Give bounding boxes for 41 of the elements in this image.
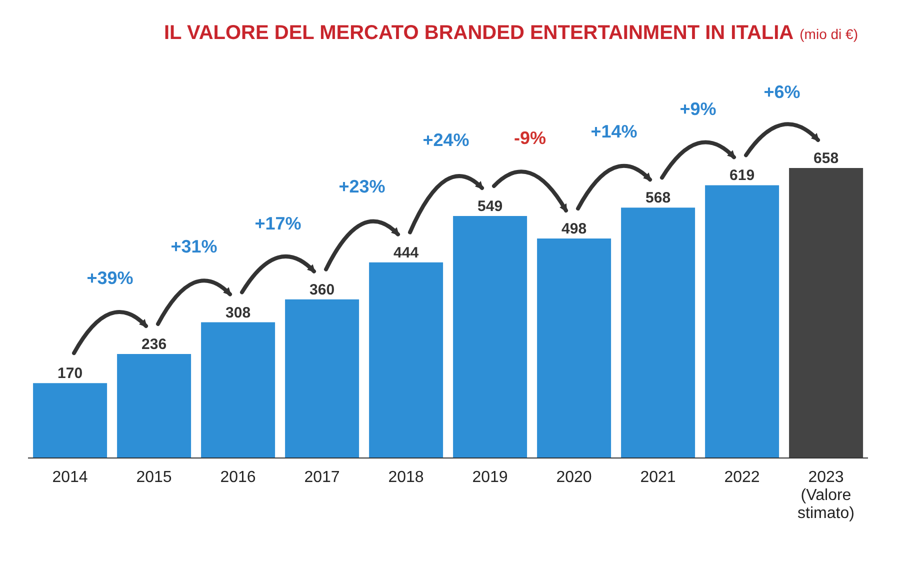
data-label: 170 xyxy=(58,365,83,382)
chart-title: IL VALORE DEL MERCATO BRANDED ENTERTAINMENT IN ITALIA xyxy=(164,22,794,44)
x-tick-label: 2017 xyxy=(304,469,340,486)
text: +9% xyxy=(680,99,716,120)
data-label: 658 xyxy=(814,150,839,167)
chart-subtitle: (mio di €) xyxy=(800,26,858,42)
data-label: 498 xyxy=(562,220,587,238)
bar xyxy=(369,262,444,458)
x-tick-label: 2021 xyxy=(640,469,676,486)
bar xyxy=(789,168,864,458)
bar xyxy=(285,299,360,458)
x-tick-label: 2022 xyxy=(724,469,760,486)
bar xyxy=(705,185,780,458)
x-tick-label: 2019 xyxy=(472,469,508,486)
x-tick-label: 2014 xyxy=(52,469,88,486)
text: +24% xyxy=(422,130,470,150)
data-label: 549 xyxy=(478,198,503,216)
annotation: +31% xyxy=(170,236,218,256)
x-tick-label: 2015 xyxy=(136,469,172,486)
data-label: 360 xyxy=(310,281,335,298)
data-label: 444 xyxy=(394,244,420,262)
x-tick-label: 2023 (Valore stimato) xyxy=(798,469,854,522)
bar xyxy=(117,354,192,458)
data-label: 568 xyxy=(646,190,671,207)
annotation: +23% xyxy=(338,176,386,196)
text: +6% xyxy=(764,82,800,102)
x-tick-label: 2020 xyxy=(556,469,592,486)
text: -9% xyxy=(514,128,546,148)
x-tick-label: 2016 xyxy=(220,469,256,486)
annotation: +39% xyxy=(86,268,134,288)
annotation: +17% xyxy=(254,213,302,234)
bar xyxy=(537,238,612,458)
data-label: 308 xyxy=(226,304,251,322)
bar xyxy=(453,216,528,458)
data-label: 619 xyxy=(730,167,755,184)
bar xyxy=(621,208,696,458)
bar xyxy=(201,322,276,458)
x-tick-label: 2018 xyxy=(388,469,424,486)
text: +14% xyxy=(590,122,638,142)
bar xyxy=(33,383,108,458)
data-label: 236 xyxy=(142,336,167,353)
